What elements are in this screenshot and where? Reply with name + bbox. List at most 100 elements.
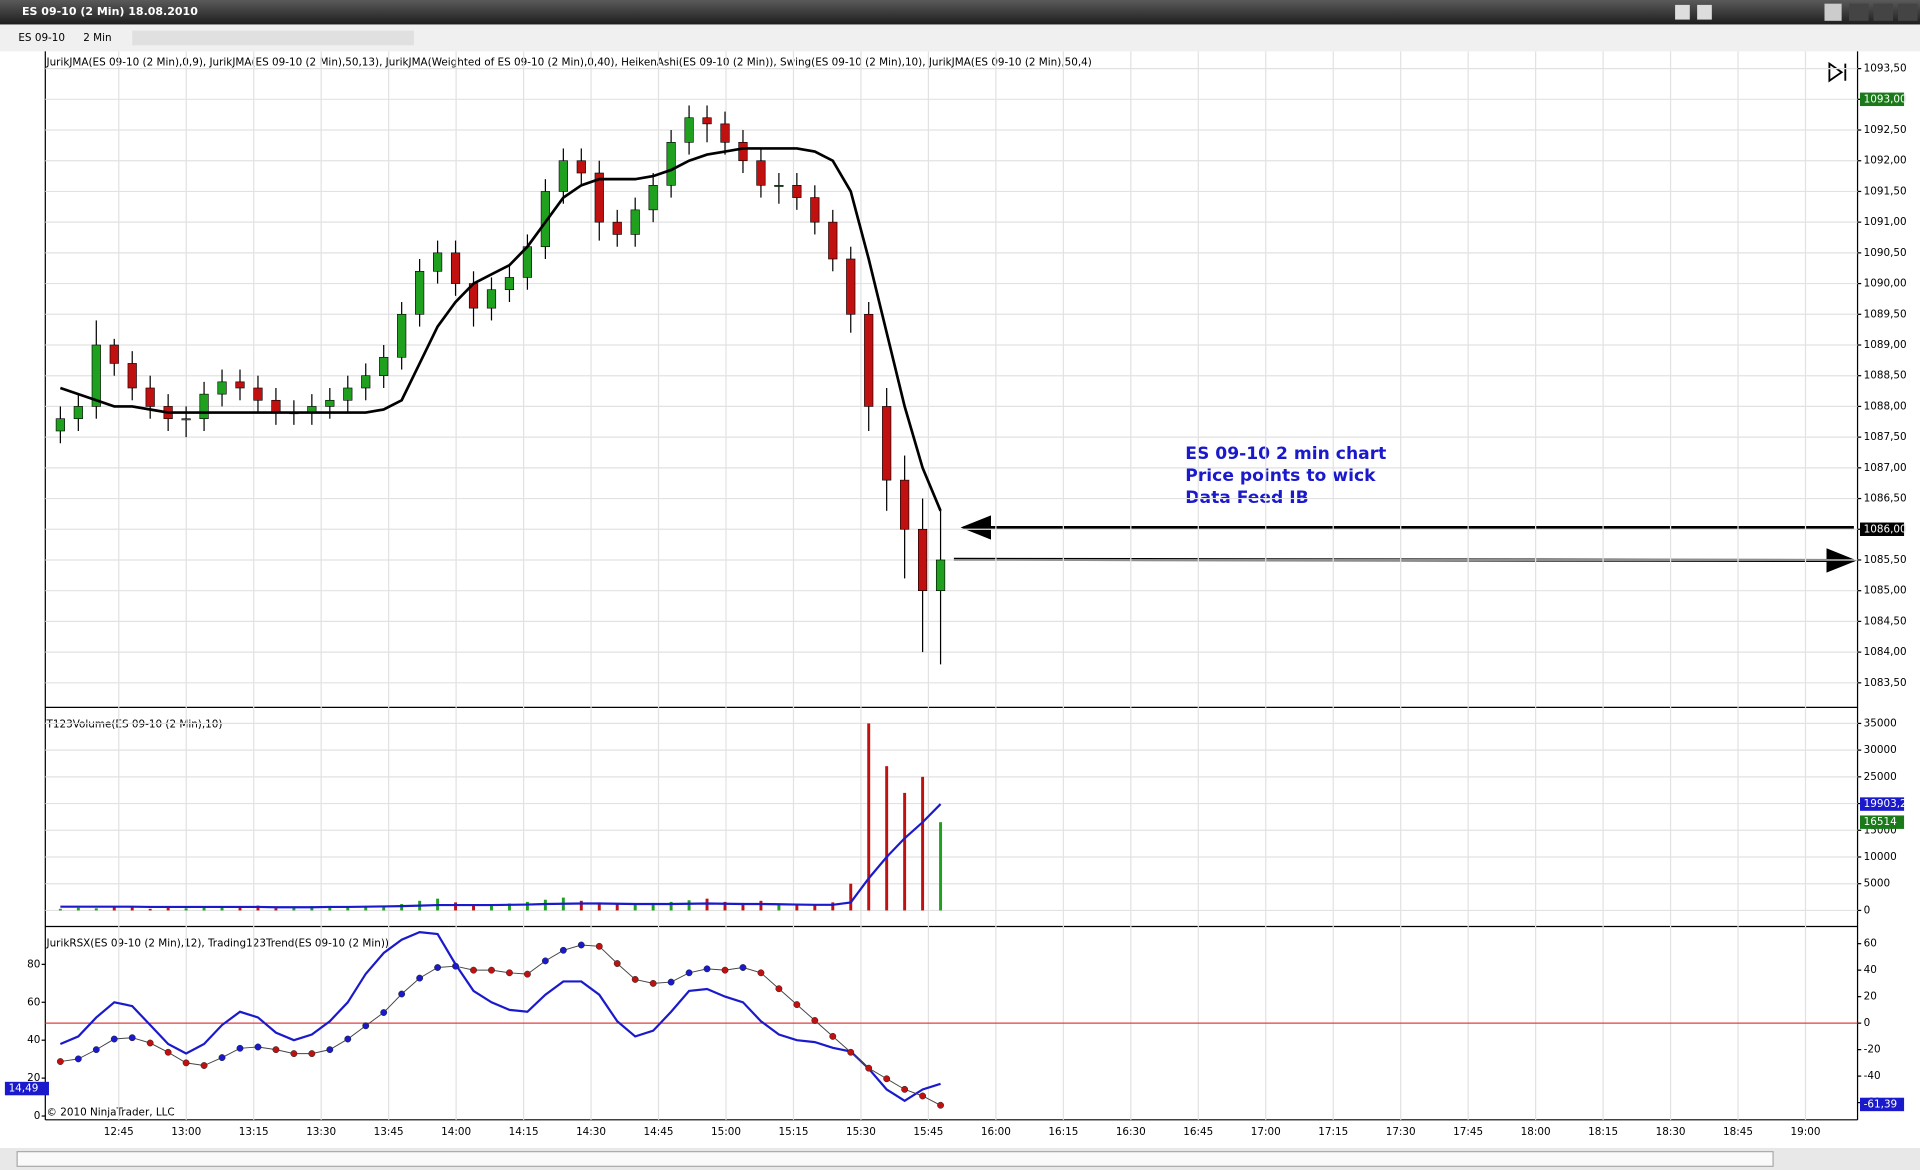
x-tick-label: 14:45 xyxy=(644,1126,674,1138)
candle-body xyxy=(325,399,335,407)
trend-dot xyxy=(272,1046,280,1054)
trend-dot xyxy=(236,1044,244,1052)
x-tick-label: 13:30 xyxy=(306,1126,336,1138)
y2-tick-label: 40 xyxy=(1864,964,1877,976)
candle-body xyxy=(738,141,748,162)
scroll-end-button[interactable] xyxy=(1828,61,1847,83)
price-badge xyxy=(4,1081,49,1096)
y-tick-label: 1084,00 xyxy=(1864,646,1907,658)
y2-tick-label: 0 xyxy=(1864,1017,1871,1029)
x-tick-label: 14:00 xyxy=(441,1126,471,1138)
candle-body xyxy=(774,184,784,187)
trend-dot xyxy=(380,1009,388,1016)
trend-dot xyxy=(883,1075,891,1083)
trend-dot xyxy=(775,985,783,993)
price-badge xyxy=(1860,92,1905,107)
y-tick-label: 1086,50 xyxy=(1864,493,1907,505)
candle-body xyxy=(91,344,101,407)
y-tick-label: 1087,50 xyxy=(1864,431,1907,443)
nav-button[interactable] xyxy=(1697,4,1712,20)
close-button[interactable] xyxy=(1897,3,1918,21)
volume-bar xyxy=(274,908,278,911)
scroll-thumb[interactable] xyxy=(16,1151,1774,1167)
volume-bar xyxy=(687,900,691,911)
volume-bar xyxy=(903,792,907,911)
candle-body xyxy=(684,117,694,143)
trend-dot xyxy=(541,957,549,965)
trend-dot xyxy=(488,966,495,974)
restore-button[interactable] xyxy=(1873,3,1894,21)
link-button[interactable] xyxy=(1824,3,1842,21)
trend-dot xyxy=(703,965,711,973)
candle-body xyxy=(846,258,856,315)
candle-body xyxy=(343,387,353,401)
x-tick-label: 17:30 xyxy=(1386,1126,1416,1138)
instrument-selector[interactable]: ES 09-10 xyxy=(18,32,65,44)
trend-dot xyxy=(721,966,729,974)
candle-body xyxy=(792,184,802,198)
candle-body xyxy=(576,160,586,174)
trend-dot xyxy=(164,1048,172,1056)
x-tick-label: 17:15 xyxy=(1318,1126,1348,1138)
volume-bar xyxy=(579,900,583,911)
trend-dot xyxy=(613,960,621,967)
x-tick-label: 18:30 xyxy=(1656,1126,1686,1138)
trend-dot xyxy=(290,1050,298,1058)
trend-dot xyxy=(362,1022,370,1030)
price-badge-label: 1093,00 xyxy=(1864,93,1907,105)
x-tick-label: 17:45 xyxy=(1453,1126,1483,1138)
volume-bar xyxy=(867,723,871,911)
x-tick-label: 13:00 xyxy=(171,1126,201,1138)
candle-body xyxy=(199,393,209,420)
interval-selector[interactable]: 2 Min xyxy=(83,32,111,44)
volume-bar xyxy=(472,905,475,911)
volume-bar xyxy=(184,908,188,911)
trend-dot xyxy=(919,1092,927,1100)
y-tick-label: 35000 xyxy=(1864,717,1897,729)
volume-bar xyxy=(741,902,745,911)
y-tick-label: 1089,00 xyxy=(1864,339,1907,351)
price-badge xyxy=(1860,1097,1905,1112)
volume-bar xyxy=(921,776,925,911)
trend-line xyxy=(60,944,941,1106)
volume-bar xyxy=(202,906,206,911)
trend-dot xyxy=(74,1055,82,1063)
minimize-button[interactable] xyxy=(1848,3,1869,21)
x-tick-label: 15:00 xyxy=(711,1126,741,1138)
x-tick-label: 15:45 xyxy=(913,1126,943,1138)
y-tick-label: 1093,50 xyxy=(1864,63,1907,75)
y2-tick-label: 60 xyxy=(1864,938,1877,950)
nav-button[interactable] xyxy=(1675,4,1690,20)
indicator-line xyxy=(59,931,941,1103)
window-title: ES 09-10 (2 Min) 18.08.2010 xyxy=(22,5,198,18)
y-tick-label: 5000 xyxy=(1864,878,1890,890)
candle-body xyxy=(612,221,622,235)
trend-dot xyxy=(865,1064,873,1072)
volume-bar xyxy=(633,904,637,911)
trend-dot xyxy=(631,976,639,983)
candle-body xyxy=(361,375,371,389)
candle-body xyxy=(810,197,820,223)
trend-dot xyxy=(847,1048,855,1056)
volume-bar xyxy=(328,907,332,911)
trend-dot xyxy=(811,1017,819,1024)
candle-body xyxy=(73,406,83,420)
x-tick-label: 16:00 xyxy=(981,1126,1011,1138)
volume-bar xyxy=(777,903,781,911)
y2-tick-label: 20 xyxy=(1864,991,1877,1003)
y-tick-label: 1085,00 xyxy=(1864,585,1907,597)
volume-bar xyxy=(597,902,601,911)
volume-bar xyxy=(669,901,673,911)
volume-bar xyxy=(220,907,224,911)
y-tick-label: 80 xyxy=(27,958,40,970)
volume-bar xyxy=(849,883,853,911)
indicator-line xyxy=(60,803,942,909)
volume-bar xyxy=(507,903,511,911)
toolbar-icons[interactable] xyxy=(132,30,414,46)
x-tick-label: 17:00 xyxy=(1251,1126,1281,1138)
x-tick-label: 16:15 xyxy=(1048,1126,1078,1138)
y-tick-label: 1084,50 xyxy=(1864,615,1907,627)
volume-bar xyxy=(939,822,943,911)
x-tick-label: 14:15 xyxy=(509,1126,539,1138)
trend-dot xyxy=(739,964,747,971)
